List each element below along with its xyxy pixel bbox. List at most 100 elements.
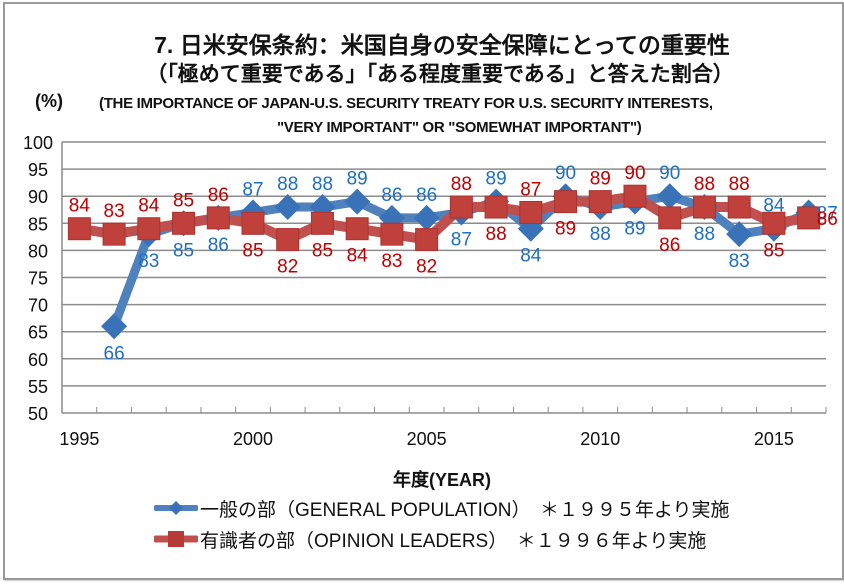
data-label: 82	[416, 257, 437, 278]
data-label: 90	[659, 163, 680, 184]
data-label: 88	[694, 224, 715, 245]
data-label: 89	[347, 169, 368, 190]
x-tick-label: 2015	[754, 429, 794, 449]
data-label: 88	[486, 224, 507, 245]
x-tick-label: 2000	[233, 429, 273, 449]
x-tick-labels: 1995 2000 2005 2010 2015	[59, 429, 794, 449]
data-label: 88	[277, 174, 298, 195]
data-label: 87	[520, 179, 541, 200]
legend-label-opinion-leaders: 有識者の部（OPINION LEADERS） ＊１９９６年より実施	[200, 530, 707, 552]
data-point-general-population	[101, 313, 128, 340]
data-point-general-population	[413, 204, 440, 231]
data-label: 84	[347, 246, 369, 267]
y-tick-labels: 100 95 90 85 80 75 70 65 60 55 50	[23, 133, 53, 424]
data-label: 85	[763, 240, 784, 261]
data-point-opinion-leaders	[172, 211, 196, 235]
data-point-opinion-leaders	[241, 211, 265, 235]
data-point-opinion-leaders	[519, 200, 543, 224]
data-label: 84	[138, 196, 160, 217]
data-point-opinion-leaders	[762, 211, 786, 235]
data-point-opinion-leaders	[102, 222, 126, 246]
data-point-opinion-leaders	[380, 222, 404, 246]
chart-title: 7. 日米安保条約：米国自身の安全保障にとっての重要性	[154, 32, 730, 58]
data-label: 88	[729, 174, 750, 195]
data-label: 86	[208, 235, 229, 256]
data-label: 89	[555, 219, 576, 240]
data-point-general-population	[344, 188, 371, 215]
data-point-opinion-leaders	[276, 228, 300, 252]
data-label: 83	[729, 251, 750, 272]
data-label: 89	[590, 169, 611, 190]
y-tick-label: 95	[28, 160, 48, 180]
y-tick-label: 100	[23, 133, 53, 153]
x-tick-label: 2010	[580, 429, 620, 449]
chart-frame	[3, 2, 844, 580]
data-label: 88	[312, 174, 333, 195]
data-point-opinion-leaders	[137, 217, 161, 241]
data-label: 90	[555, 163, 576, 184]
data-point-opinion-leaders	[67, 217, 91, 241]
y-tick-label: 60	[28, 350, 48, 370]
data-label: 88	[451, 174, 472, 195]
y-tick-label: 85	[28, 214, 48, 234]
data-point-opinion-leaders	[449, 195, 473, 219]
data-point-opinion-leaders	[797, 206, 821, 230]
data-label: 88	[694, 174, 715, 195]
x-axis-title: 年度(YEAR)	[393, 470, 491, 490]
y-axis-unit-label: (%)	[35, 91, 63, 111]
data-label: 86	[208, 185, 229, 206]
data-label: 85	[242, 240, 263, 261]
chart-subtitle-en-line1: (THE IMPORTANCE OF JAPAN-U.S. SECURITY T…	[99, 95, 713, 112]
data-label: 84	[763, 196, 785, 217]
data-label: 89	[486, 169, 507, 190]
data-label: 86	[659, 235, 680, 256]
data-label: 86	[817, 209, 838, 230]
data-label: 87	[817, 203, 838, 224]
data-label: 84	[520, 246, 542, 267]
data-label: 82	[277, 257, 298, 278]
data-label: 86	[416, 185, 437, 206]
y-tick-label: 80	[28, 241, 48, 261]
data-label: 86	[381, 185, 402, 206]
data-point-opinion-leaders	[727, 195, 751, 219]
data-label: 90	[624, 163, 645, 184]
chart-subtitle: （「極めて重要である」「ある程度重要である」と答えた割合）	[146, 63, 734, 86]
x-tick-label: 2005	[407, 429, 447, 449]
y-tick-label: 75	[28, 269, 48, 289]
data-label: 85	[312, 240, 333, 261]
data-point-opinion-leaders	[554, 190, 578, 214]
legend-diamond-line-icon	[154, 501, 198, 515]
y-tick-label: 50	[28, 404, 48, 424]
data-label: 89	[624, 219, 645, 240]
axes	[61, 142, 827, 414]
data-label: 85	[173, 190, 194, 211]
data-label: 84	[69, 196, 91, 217]
data-point-general-population	[656, 183, 683, 210]
series-line-opinion-leaders	[74, 191, 814, 245]
data-label: 87	[242, 179, 263, 200]
data-label: 83	[138, 251, 159, 272]
data-point-general-population	[274, 194, 301, 221]
data-point-opinion-leaders	[345, 217, 369, 241]
data-label: 83	[381, 251, 402, 272]
data-point-opinion-leaders	[623, 184, 647, 208]
y-tick-label: 90	[28, 187, 48, 207]
data-label: 85	[173, 240, 194, 261]
chart-subtitle-en-line2: "VERY IMPORTANT" OR "SOMEWHAT IMPORTANT"…	[277, 119, 642, 136]
legend-item-general-population: 一般の部（GENERAL POPULATION） ＊１９９５年より実施	[154, 495, 730, 521]
data-label: 87	[451, 229, 472, 250]
data-point-opinion-leaders	[206, 206, 230, 230]
data-point-opinion-leaders	[658, 206, 682, 230]
data-label: 88	[590, 224, 611, 245]
series-markers	[67, 183, 822, 340]
y-tick-label: 55	[28, 377, 48, 397]
data-point-general-population	[726, 221, 753, 248]
data-label: 83	[104, 201, 125, 222]
data-point-opinion-leaders	[588, 190, 612, 214]
legend-item-opinion-leaders: 有識者の部（OPINION LEADERS） ＊１９９６年より実施	[154, 526, 706, 552]
data-point-opinion-leaders	[415, 228, 439, 252]
x-tick-label: 1995	[59, 429, 99, 449]
legend-label-general-population: 一般の部（GENERAL POPULATION） ＊１９９５年より実施	[200, 499, 730, 521]
data-point-opinion-leaders	[484, 195, 508, 219]
